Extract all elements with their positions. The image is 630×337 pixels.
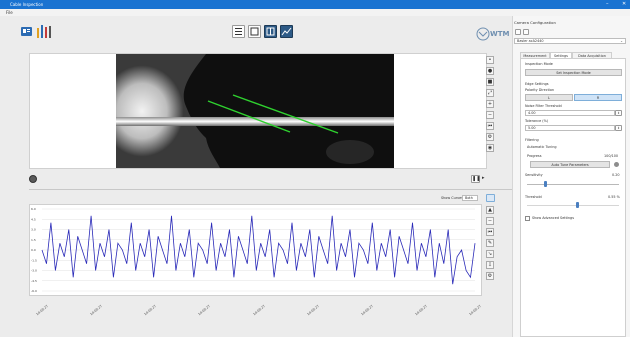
- y-tick-label: -4.5: [31, 279, 37, 283]
- y-tick-label: 4.5: [31, 217, 36, 221]
- plot-edit-icon[interactable]: ✎: [486, 239, 494, 247]
- pause-button-icon[interactable]: ❚❚: [471, 175, 481, 183]
- camera-select-value: Basler acA2440: [517, 39, 544, 43]
- sensor-bars-icon[interactable]: [37, 25, 53, 38]
- show-curves-label: Show Curves: [441, 196, 463, 200]
- chart-icon: [281, 27, 292, 36]
- plot-tools: ▲ − ⏮ ✎ ↘ ⇩ ⚙: [486, 206, 494, 283]
- auto-tune-button[interactable]: Auto Tune Parameters: [530, 161, 610, 168]
- single-view-button[interactable]: [248, 25, 261, 38]
- tolerance-field[interactable]: 5.00: [525, 125, 615, 131]
- chevron-down-icon: ⌄: [620, 39, 623, 43]
- section-divider: [29, 189, 512, 190]
- zoom-in-icon[interactable]: +: [486, 100, 494, 108]
- window-title: Cable Inspection: [10, 2, 44, 7]
- camera-snapshot-icon[interactable]: [29, 175, 37, 183]
- wtm-logo-mark: [476, 27, 490, 41]
- sensitivity-value: 0.20: [612, 173, 620, 177]
- threshold-value: 0.55 %: [608, 195, 620, 199]
- camera-image: [116, 54, 394, 168]
- signal-plot[interactable]: 6.0 4.5 3.0 1.5 0.0 -1.5 -3.0 -4.5 -6.0: [29, 204, 482, 296]
- plot-gear-icon[interactable]: ⚙: [486, 272, 494, 280]
- sensitivity-slider-thumb[interactable]: [543, 181, 547, 187]
- zoom-out-icon[interactable]: −: [486, 111, 494, 119]
- capture-icon[interactable]: ◉: [486, 144, 494, 152]
- edge-settings-label: Edge Settings: [525, 82, 549, 86]
- record-button-icon[interactable]: ●: [486, 67, 494, 75]
- zoom-fit-icon[interactable]: ⤢: [486, 89, 494, 97]
- threshold-label: Threshold: [525, 195, 542, 199]
- menu-file[interactable]: File: [6, 10, 13, 15]
- split-view-button[interactable]: [264, 25, 277, 38]
- plot-step-back-icon[interactable]: ⏮: [486, 228, 494, 236]
- chart-view-button[interactable]: [280, 25, 293, 38]
- threshold-slider-track[interactable]: [527, 205, 619, 206]
- noise-threshold-value: 4.00: [528, 111, 536, 115]
- y-tick-label: 3.0: [31, 228, 36, 232]
- advanced-settings-label: Show Advanced Settings: [532, 216, 574, 220]
- noise-threshold-label: Noise Filter Threshold: [525, 104, 562, 108]
- status-dot-icon: [614, 162, 619, 167]
- plot-zoom-fit-button[interactable]: [486, 194, 495, 202]
- auto-tuning-label: Automatic Tuning: [527, 145, 557, 149]
- y-tick-label: -6.0: [31, 289, 37, 293]
- plot-down-icon[interactable]: −: [486, 217, 494, 225]
- title-bar: Cable Inspection – ✕: [0, 0, 630, 9]
- camera-select[interactable]: Basler acA2440 ⌄: [514, 38, 626, 44]
- y-tick-label: 6.0: [31, 207, 36, 211]
- y-tick-label: -1.5: [31, 258, 37, 262]
- close-button[interactable]: ✕: [622, 1, 627, 7]
- plot-save-icon[interactable]: ⇩: [486, 261, 494, 269]
- camera-config-icon[interactable]: [21, 27, 32, 36]
- polarity-right-button[interactable]: R: [574, 94, 622, 101]
- set-inspection-mode-button[interactable]: Set Inspection Mode: [525, 69, 622, 76]
- image-tools: • ● ■ ⤢ + − ⏮ ⚙ ◉: [486, 56, 494, 155]
- camera-view[interactable]: [29, 53, 487, 169]
- stop-button-icon[interactable]: ■: [486, 78, 494, 86]
- noise-spinner-icon[interactable]: ⇕: [615, 110, 622, 116]
- panel-icon-b[interactable]: [523, 29, 529, 35]
- wtm-logo: WTM: [476, 27, 510, 41]
- logo-text: WTM: [490, 30, 510, 38]
- settings-tab-content: [520, 58, 626, 337]
- signal-plot-svg: 6.0 4.5 3.0 1.5 0.0 -1.5 -3.0 -4.5 -6.0: [31, 207, 476, 293]
- menu-bar: File: [0, 9, 630, 16]
- filtering-label: Filtering: [525, 138, 539, 142]
- plot-trend-icon[interactable]: ↘: [486, 250, 494, 258]
- settings-icon[interactable]: ⚙: [486, 133, 494, 141]
- step-back-icon[interactable]: ⏮: [486, 122, 494, 130]
- progress-label: Progress: [527, 154, 542, 158]
- pointer-tool-icon[interactable]: •: [486, 56, 494, 64]
- list-icon: [235, 28, 242, 35]
- show-curves-select[interactable]: Both: [462, 195, 478, 201]
- tolerance-spinner-icon[interactable]: ⇕: [615, 125, 622, 131]
- list-view-button[interactable]: [232, 25, 245, 38]
- panel-header: Camera Configuration: [514, 20, 556, 25]
- forward-icon[interactable]: ▸: [482, 175, 485, 181]
- sensitivity-label: Sensitivity: [525, 173, 543, 177]
- advanced-checkbox[interactable]: [525, 216, 530, 221]
- polarity-left-button[interactable]: L: [525, 94, 573, 101]
- y-tick-label: -3.0: [31, 269, 37, 273]
- signal-series-line: [41, 215, 476, 285]
- split-icon: [266, 27, 275, 36]
- y-tick-label: 1.5: [31, 238, 36, 242]
- threshold-slider-thumb[interactable]: [576, 202, 580, 208]
- sensitivity-slider-track[interactable]: [527, 184, 619, 185]
- polarity-label: Polarity Direction: [525, 88, 555, 92]
- inspection-mode-label: Inspection Mode: [525, 62, 553, 66]
- y-tick-label: 0.0: [31, 248, 36, 252]
- window-icon: [250, 27, 259, 36]
- minimize-button[interactable]: –: [606, 1, 609, 7]
- tolerance-value: 5.00: [528, 126, 536, 130]
- progress-value: 100/100: [604, 154, 619, 158]
- show-curves-value: Both: [465, 196, 473, 200]
- panel-icon-a[interactable]: [515, 29, 521, 35]
- tolerance-label: Tolerance (%): [525, 119, 549, 123]
- noise-threshold-field[interactable]: 4.00: [525, 110, 615, 116]
- plot-up-icon[interactable]: ▲: [486, 206, 494, 214]
